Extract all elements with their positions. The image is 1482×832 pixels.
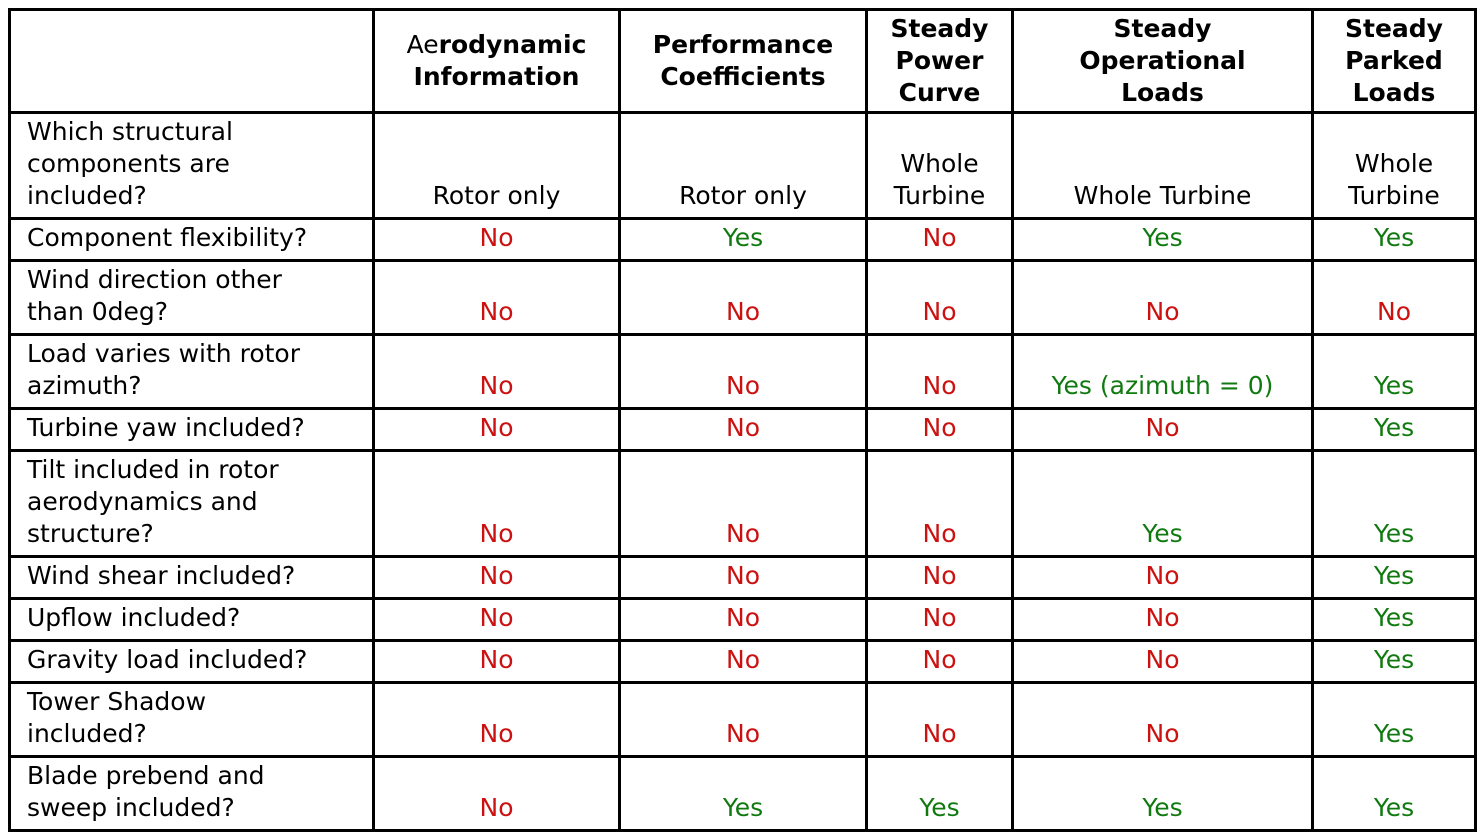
question-cell: Upflow included? xyxy=(8,597,375,642)
value-cell: No xyxy=(372,449,621,558)
value-cell: No xyxy=(865,217,1014,262)
value-cell: No xyxy=(618,681,868,758)
value-cell: Yes xyxy=(1311,333,1477,410)
value-cell: No xyxy=(618,333,868,410)
value-cell: Yes xyxy=(1011,449,1314,558)
value-cell: No xyxy=(865,259,1014,336)
value-cell: Yes (azimuth = 0) xyxy=(1011,333,1314,410)
value-cell: No xyxy=(1011,259,1314,336)
value-cell: No xyxy=(1011,407,1314,452)
value-cell: Yes xyxy=(1311,449,1477,558)
table-row: Which structural components are included… xyxy=(8,111,1477,220)
question-cell: Turbine yaw included? xyxy=(8,407,375,452)
value-cell: No xyxy=(865,449,1014,558)
value-cell: No xyxy=(372,259,621,336)
column-header-question xyxy=(8,8,375,114)
value-cell: No xyxy=(1011,639,1314,684)
value-cell: Yes xyxy=(1311,681,1477,758)
header-regular-prefix: Ae xyxy=(406,30,439,59)
table-row: Wind direction other than 0deg? No No No No N… xyxy=(8,259,1477,336)
question-cell: Component flexibility? xyxy=(8,217,375,262)
value-cell: Yes xyxy=(1311,755,1477,832)
question-cell: Wind direction other than 0deg? xyxy=(8,259,375,336)
table-row: Wind shear included? No No No No Yes xyxy=(8,555,1477,600)
value-cell: Yes xyxy=(1011,755,1314,832)
value-cell: Yes xyxy=(1311,597,1477,642)
value-cell: No xyxy=(1011,597,1314,642)
value-cell: Yes xyxy=(1311,555,1477,600)
value-cell: Yes xyxy=(618,755,868,832)
value-cell: No xyxy=(865,681,1014,758)
value-cell: No xyxy=(1011,555,1314,600)
value-cell: Whole Turbine xyxy=(1011,111,1314,220)
value-cell: Rotor only xyxy=(618,111,868,220)
value-cell: Yes xyxy=(1011,217,1314,262)
column-header-steady-power-curve: Steady Power Curve xyxy=(865,8,1014,114)
value-cell: Yes xyxy=(618,217,868,262)
value-cell: No xyxy=(372,681,621,758)
column-header-steady-parked-loads: Steady Parked Loads xyxy=(1311,8,1477,114)
value-cell: No xyxy=(865,639,1014,684)
table-row: Tower Shadow included? No No No No Yes xyxy=(8,681,1477,758)
value-cell: No xyxy=(372,555,621,600)
column-header-performance-coefficients: Performance Coefficients xyxy=(618,8,868,114)
turbine-analysis-comparison-table: Aerodynamic Information Performance Coeffic… xyxy=(8,8,1477,832)
value-cell: Whole Turbine xyxy=(865,111,1014,220)
value-cell: No xyxy=(372,407,621,452)
value-cell: No xyxy=(618,639,868,684)
question-cell: Tower Shadow included? xyxy=(8,681,375,758)
value-cell: No xyxy=(865,555,1014,600)
value-cell: No xyxy=(372,639,621,684)
table-body: Which structural components are included… xyxy=(8,111,1477,832)
value-cell: No xyxy=(372,597,621,642)
value-cell: No xyxy=(1011,681,1314,758)
value-cell: No xyxy=(618,259,868,336)
value-cell: Yes xyxy=(1311,407,1477,452)
table-row: Turbine yaw included? No No No No Yes xyxy=(8,407,1477,452)
column-header-steady-operational-loads: Steady Operational Loads xyxy=(1011,8,1314,114)
question-cell: Tilt included in rotor aerodynamics and … xyxy=(8,449,375,558)
value-cell: No xyxy=(618,597,868,642)
value-cell: No xyxy=(865,597,1014,642)
table-row: Component flexibility? No Yes No Yes Yes xyxy=(8,217,1477,262)
table-row: Upflow included? No No No No Yes xyxy=(8,597,1477,642)
value-cell: Yes xyxy=(865,755,1014,832)
value-cell: Whole Turbine xyxy=(1311,111,1477,220)
table-row: Load varies with rotor azimuth? No No No Yes… xyxy=(8,333,1477,410)
question-cell: Gravity load included? xyxy=(8,639,375,684)
value-cell: Yes xyxy=(1311,217,1477,262)
value-cell: No xyxy=(618,555,868,600)
value-cell: No xyxy=(618,449,868,558)
column-header-aerodynamic-information: Aerodynamic Information xyxy=(372,8,621,114)
header-row: Aerodynamic Information Performance Coeffic… xyxy=(8,8,1477,114)
value-cell: No xyxy=(372,217,621,262)
value-cell: No xyxy=(1311,259,1477,336)
value-cell: No xyxy=(865,407,1014,452)
question-cell: Which structural components are included… xyxy=(8,111,375,220)
value-cell: No xyxy=(372,755,621,832)
table-row: Blade prebend and sweep included? No Yes Ye… xyxy=(8,755,1477,832)
value-cell: No xyxy=(618,407,868,452)
table-row: Gravity load included? No No No No Yes xyxy=(8,639,1477,684)
value-cell: No xyxy=(372,333,621,410)
value-cell: No xyxy=(865,333,1014,410)
question-cell: Load varies with rotor azimuth? xyxy=(8,333,375,410)
table-header: Aerodynamic Information Performance Coeffic… xyxy=(8,8,1477,114)
value-cell: Rotor only xyxy=(372,111,621,220)
question-cell: Blade prebend and sweep included? xyxy=(8,755,375,832)
question-cell: Wind shear included? xyxy=(8,555,375,600)
table-row: Tilt included in rotor aerodynamics and … xyxy=(8,449,1477,558)
value-cell: Yes xyxy=(1311,639,1477,684)
